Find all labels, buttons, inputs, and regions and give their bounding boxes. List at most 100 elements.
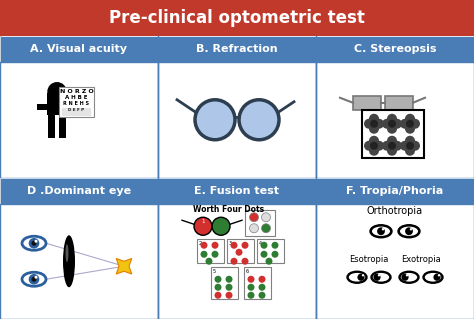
Circle shape — [35, 240, 37, 243]
Circle shape — [31, 277, 36, 282]
Circle shape — [31, 241, 36, 246]
Circle shape — [211, 242, 219, 249]
Bar — [158, 62, 316, 177]
Bar — [227, 239, 254, 263]
Bar — [211, 267, 238, 299]
Bar — [158, 204, 316, 319]
Circle shape — [226, 292, 233, 299]
Bar — [158, 36, 316, 62]
Circle shape — [387, 114, 397, 124]
Text: 1: 1 — [201, 219, 205, 224]
Circle shape — [262, 224, 271, 233]
Text: Worth Four Dots: Worth Four Dots — [193, 205, 264, 214]
Circle shape — [230, 242, 237, 249]
Circle shape — [364, 141, 374, 151]
Bar — [47, 93, 67, 115]
Circle shape — [382, 228, 384, 230]
Circle shape — [387, 136, 397, 146]
Text: D .Dominant eye: D .Dominant eye — [27, 186, 131, 196]
Circle shape — [241, 258, 248, 265]
Circle shape — [201, 242, 208, 249]
Ellipse shape — [373, 273, 389, 282]
Circle shape — [194, 217, 212, 235]
Circle shape — [382, 119, 392, 129]
Circle shape — [215, 284, 221, 291]
Text: B. Refraction: B. Refraction — [196, 44, 278, 54]
Circle shape — [29, 238, 39, 249]
Bar — [244, 267, 271, 299]
Circle shape — [374, 119, 384, 129]
Circle shape — [405, 124, 415, 134]
Ellipse shape — [63, 235, 75, 287]
Ellipse shape — [349, 273, 365, 282]
Ellipse shape — [370, 225, 392, 238]
Text: E. Fusion test: E. Fusion test — [194, 186, 280, 196]
Circle shape — [410, 141, 420, 151]
Circle shape — [239, 100, 279, 140]
Circle shape — [400, 119, 410, 129]
Circle shape — [247, 276, 255, 283]
Circle shape — [369, 146, 379, 156]
Bar — [362, 110, 424, 158]
Circle shape — [369, 136, 379, 146]
Ellipse shape — [425, 273, 441, 282]
Circle shape — [387, 124, 397, 134]
Circle shape — [369, 124, 379, 134]
Circle shape — [262, 213, 271, 222]
Circle shape — [230, 258, 237, 265]
Circle shape — [265, 258, 273, 265]
Circle shape — [261, 251, 267, 258]
Bar — [257, 239, 284, 263]
Circle shape — [258, 284, 265, 291]
Circle shape — [236, 249, 243, 256]
Text: Orthotropia: Orthotropia — [367, 206, 423, 216]
Circle shape — [392, 119, 402, 129]
Bar — [0, 36, 158, 62]
Circle shape — [370, 120, 378, 128]
Circle shape — [211, 251, 219, 258]
Text: A H B E: A H B E — [65, 95, 88, 100]
Circle shape — [201, 251, 208, 258]
Polygon shape — [116, 258, 132, 274]
Bar — [0, 177, 158, 204]
Circle shape — [377, 227, 385, 235]
Circle shape — [215, 292, 221, 299]
Circle shape — [215, 276, 221, 283]
Circle shape — [438, 274, 440, 277]
Text: 5: 5 — [213, 269, 216, 274]
Circle shape — [401, 274, 409, 281]
Bar — [67, 104, 77, 110]
Circle shape — [226, 284, 233, 291]
Circle shape — [410, 228, 412, 230]
Bar — [316, 177, 474, 204]
Circle shape — [272, 251, 279, 258]
Circle shape — [405, 146, 415, 156]
Bar — [197, 239, 224, 263]
Text: R N E H S: R N E H S — [64, 101, 90, 106]
Bar — [158, 177, 316, 204]
Circle shape — [364, 119, 374, 129]
Circle shape — [388, 142, 396, 150]
Circle shape — [261, 242, 267, 249]
Circle shape — [405, 136, 415, 146]
Text: F. Tropia/Phoria: F. Tropia/Phoria — [346, 186, 444, 196]
Circle shape — [370, 142, 378, 150]
Text: 3: 3 — [229, 241, 232, 246]
Bar — [37, 104, 47, 110]
Ellipse shape — [423, 271, 443, 283]
Circle shape — [258, 292, 265, 299]
Circle shape — [212, 217, 230, 235]
Text: Exotropia: Exotropia — [401, 255, 441, 264]
Bar — [316, 204, 474, 319]
Circle shape — [249, 224, 258, 233]
Circle shape — [29, 274, 39, 285]
Text: Pre-clinical optometric test: Pre-clinical optometric test — [109, 9, 365, 27]
Circle shape — [247, 284, 255, 291]
Text: 4: 4 — [259, 241, 262, 246]
Circle shape — [369, 114, 379, 124]
Bar — [0, 0, 474, 36]
Circle shape — [406, 120, 414, 128]
Text: N O R Z O: N O R Z O — [60, 89, 93, 94]
Circle shape — [272, 242, 279, 249]
Circle shape — [48, 83, 66, 101]
